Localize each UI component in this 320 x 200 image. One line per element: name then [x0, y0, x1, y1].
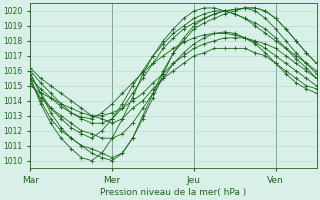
X-axis label: Pression niveau de la mer( hPa ): Pression niveau de la mer( hPa ) — [100, 188, 247, 197]
